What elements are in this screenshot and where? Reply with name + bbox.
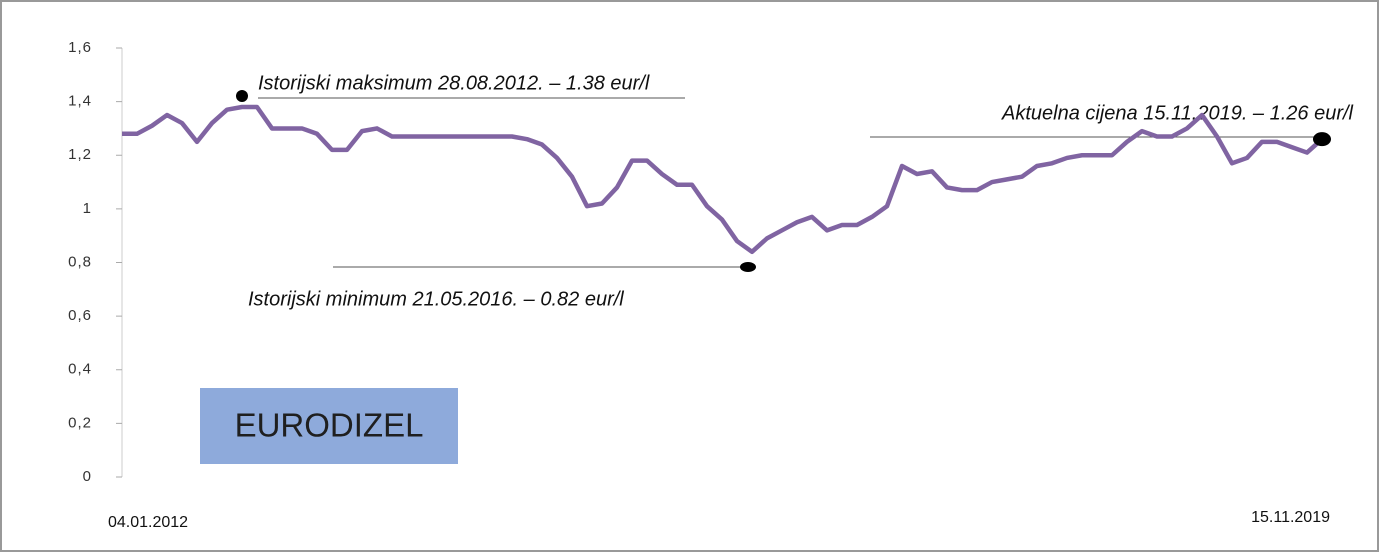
annotation-dot xyxy=(236,90,248,102)
x-tick-label: 15.11.2019 xyxy=(1251,509,1330,526)
x-tick-label: 04.01.2012 xyxy=(108,514,188,531)
annotation: Aktuelna cijena 15.11.2019. – 1.26 eur/l xyxy=(1001,102,1354,124)
y-tick-label: 0 xyxy=(83,468,92,485)
annotation-dot xyxy=(740,262,756,272)
line xyxy=(122,104,1324,255)
point-marker xyxy=(1313,132,1331,147)
y-tick-label: 1,2 xyxy=(68,146,92,163)
y-tick-label: 0,4 xyxy=(68,361,92,378)
y-tick-label: 1 xyxy=(83,200,92,217)
y-tick-label: 0,8 xyxy=(68,253,92,270)
y-tick-label: 1,4 xyxy=(68,93,92,110)
y-tick-label: 0,2 xyxy=(68,414,92,431)
y-tick-label: 0,6 xyxy=(68,307,92,324)
annotation: Istorijski maksimum 28.08.2012. – 1.38 e… xyxy=(258,72,650,94)
label-box-text: EURODIZEL xyxy=(235,407,424,444)
y-tick-label: 1,6 xyxy=(68,39,92,56)
label-box xyxy=(200,388,458,464)
annotation: Istorijski minimum 21.05.2016. – 0.82 eu… xyxy=(248,288,624,310)
